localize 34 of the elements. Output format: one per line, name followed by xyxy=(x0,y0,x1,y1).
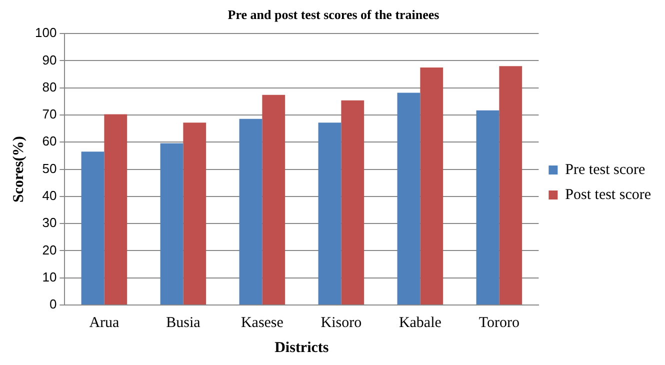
bar xyxy=(318,122,342,304)
bar xyxy=(420,68,444,304)
chart-title: Pre and post test scores of the trainees xyxy=(228,7,440,22)
x-axis-title: Districts xyxy=(274,340,329,356)
x-tick-label: Busia xyxy=(166,314,201,331)
legend-label: Post test score xyxy=(565,186,652,203)
y-tick-label: 60 xyxy=(42,134,57,149)
y-tick-label: 20 xyxy=(42,242,57,258)
bar xyxy=(239,118,262,304)
bar xyxy=(81,152,104,304)
y-tick-label: 40 xyxy=(42,188,57,204)
y-tick-label: 70 xyxy=(42,106,57,122)
bar xyxy=(183,122,206,304)
x-tick-label: Tororo xyxy=(478,314,520,331)
y-axis-title: Scores(%) xyxy=(10,136,27,202)
bar xyxy=(341,100,364,304)
bar xyxy=(476,110,500,304)
y-tick-label: 10 xyxy=(42,269,57,284)
legend-label: Pre test score xyxy=(565,162,646,178)
y-tick-label: 100 xyxy=(34,25,57,40)
bar xyxy=(160,143,184,304)
y-tick-label: 30 xyxy=(42,215,57,230)
y-tick-label: 90 xyxy=(42,52,57,68)
x-tick-label: Arua xyxy=(89,314,120,331)
x-tick-label: Kasese xyxy=(240,314,284,331)
y-tick-label: 50 xyxy=(42,160,57,176)
x-tick-label: Kabale xyxy=(398,314,442,331)
bar xyxy=(104,114,128,304)
bar xyxy=(262,94,286,304)
x-tick-label: Kisoro xyxy=(320,314,362,331)
bar xyxy=(499,66,522,304)
bar xyxy=(397,92,420,304)
y-tick-label: 0 xyxy=(49,296,57,312)
y-tick-label: 80 xyxy=(42,79,57,94)
